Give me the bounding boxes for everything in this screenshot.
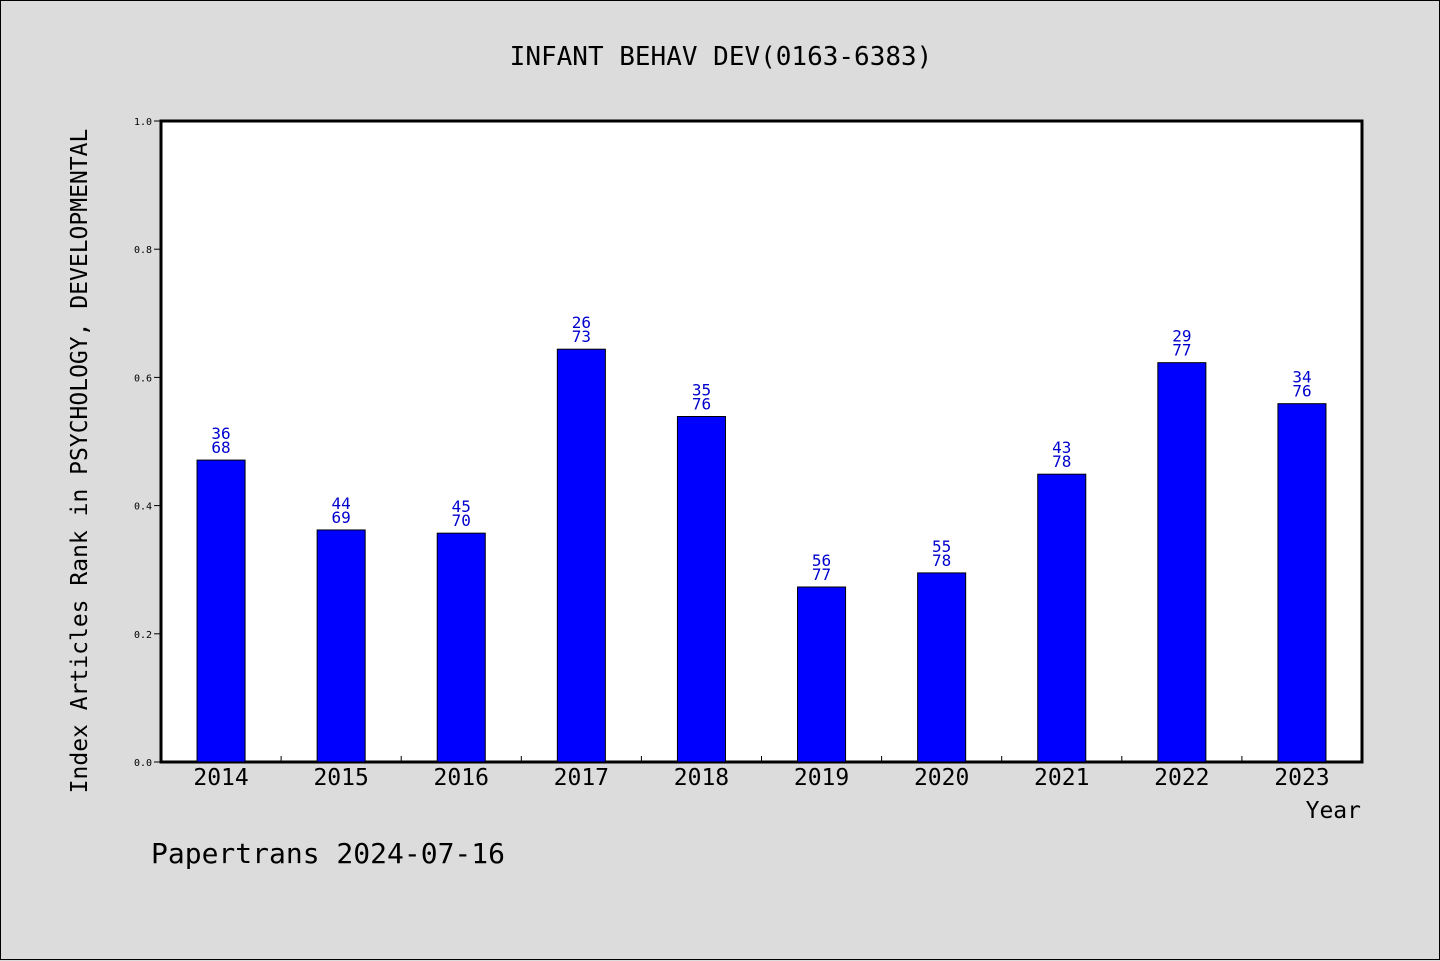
x-tick-label: 2017 <box>554 765 609 791</box>
bar-2016 <box>436 532 486 763</box>
y-axis-label: Index Articles Rank in PSYCHOLOGY, DEVEL… <box>67 129 93 794</box>
bar-total-label: 68 <box>211 438 230 457</box>
bar-2023 <box>1277 403 1327 763</box>
footer-text: Papertrans 2024-07-16 <box>151 837 505 870</box>
y-tick-label: 0.0 <box>134 758 152 769</box>
bar-total-label: 78 <box>932 551 951 570</box>
bar-total-label: 76 <box>1292 382 1311 401</box>
bar-rank-label: 34 <box>1292 368 1311 387</box>
bar-2021 <box>1037 473 1087 763</box>
bar-2017 <box>556 348 606 763</box>
x-tick-label: 2021 <box>1034 765 1089 791</box>
chart-title: INFANT BEHAV DEV(0163-6383) <box>510 42 933 72</box>
bar-2019 <box>797 586 847 763</box>
y-tick-label: 0.4 <box>134 502 152 513</box>
x-tick-label: 2020 <box>914 765 969 791</box>
x-axis-label: Year <box>1306 798 1361 824</box>
bar-total-label: 77 <box>812 565 831 584</box>
x-tick-label: 2022 <box>1154 765 1209 791</box>
x-axis-ticks: 2014 2015 2016 2017 2018 2019 2020 2021 2022 2023 <box>193 756 1330 791</box>
bar-rank-label: 44 <box>332 494 351 513</box>
bar-total-label: 78 <box>1052 452 1071 471</box>
bar-rank-label: 45 <box>452 497 471 516</box>
bar-rank-label: 55 <box>932 537 951 556</box>
x-tick-label: 2014 <box>193 765 248 791</box>
bar-rank-label: 43 <box>1052 438 1071 457</box>
x-tick-label: 2023 <box>1274 765 1329 791</box>
y-tick-label: 0.2 <box>134 630 152 641</box>
bar-rank-label: 35 <box>692 381 711 400</box>
y-tick-label: 1.0 <box>134 117 152 128</box>
bar-rank-label: 26 <box>572 313 591 332</box>
bar-rank-label: 56 <box>812 551 831 570</box>
bar-rank-label: 36 <box>211 424 230 443</box>
bar-total-label: 69 <box>332 508 351 527</box>
bar-2014 <box>196 459 246 763</box>
bars-group <box>196 348 1327 763</box>
bar-2022 <box>1157 362 1207 763</box>
bar-2020 <box>917 572 967 763</box>
y-axis-ticks: 0.0 0.2 0.4 0.6 0.8 1.0 <box>134 117 161 769</box>
x-tick-label: 2018 <box>674 765 729 791</box>
bar-2015 <box>316 529 366 763</box>
y-tick-label: 0.8 <box>134 245 152 256</box>
bar-2018 <box>676 416 726 763</box>
bar-total-label: 77 <box>1172 341 1191 360</box>
x-tick-label: 2019 <box>794 765 849 791</box>
bar-rank-label: 29 <box>1172 327 1191 346</box>
bar-total-label: 76 <box>692 395 711 414</box>
bar-total-label: 70 <box>452 511 471 530</box>
x-tick-label: 2016 <box>434 765 489 791</box>
x-tick-label: 2015 <box>313 765 368 791</box>
y-tick-label: 0.6 <box>134 373 152 384</box>
bar-total-label: 73 <box>572 327 591 346</box>
